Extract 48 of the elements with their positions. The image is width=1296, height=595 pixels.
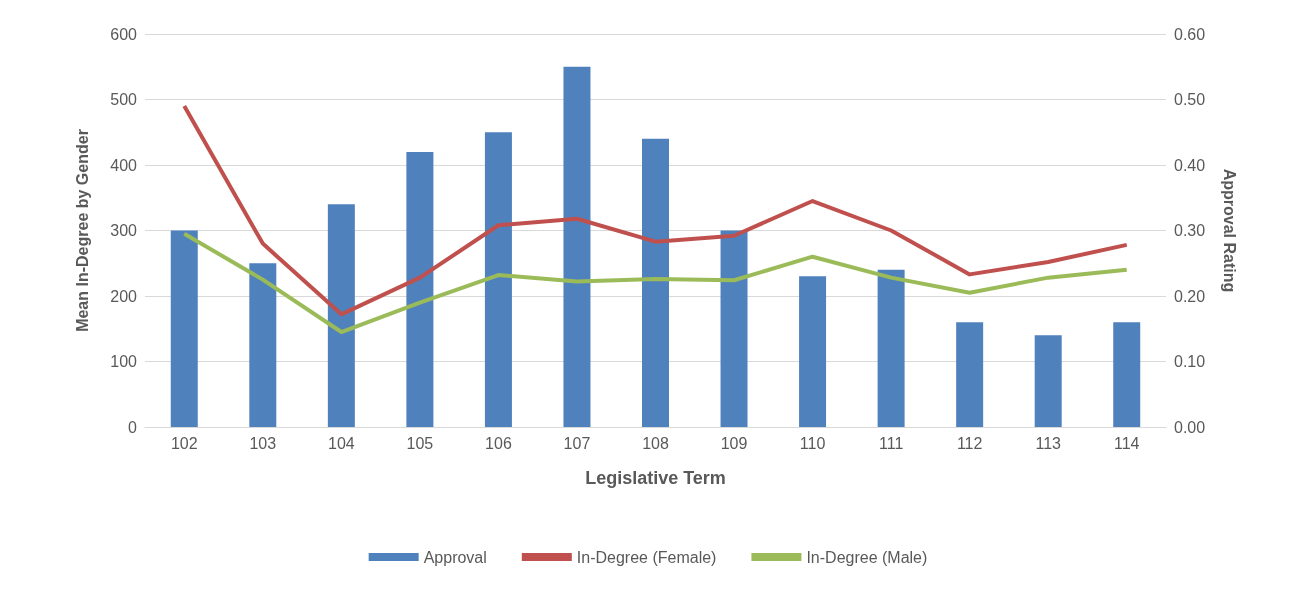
x-tick-label: 107 bbox=[563, 434, 591, 452]
y2-tick-label: 0.30 bbox=[1174, 222, 1206, 239]
line-series bbox=[182, 104, 1129, 317]
x-tick-label: 114 bbox=[1113, 434, 1140, 452]
y2-tick-label: 0.20 bbox=[1174, 287, 1206, 305]
x-tick-label: 109 bbox=[720, 434, 748, 452]
x-axis-title: Legislative Term bbox=[585, 468, 726, 488]
y2-tick-label: 0.00 bbox=[1174, 418, 1206, 436]
y-tick-label: 500 bbox=[110, 91, 138, 108]
y-tick-label: 400 bbox=[110, 156, 138, 174]
bar bbox=[327, 204, 355, 427]
y-tick-label: 0 bbox=[128, 418, 138, 436]
y2-tick-label: 0.40 bbox=[1174, 156, 1206, 174]
x-tick-label: 106 bbox=[485, 434, 512, 452]
y-tick-label: 300 bbox=[110, 222, 138, 239]
y-tick-label: 600 bbox=[110, 25, 138, 43]
legend-label: In-Degree (Male) bbox=[806, 548, 928, 566]
x-tick-label: 110 bbox=[799, 434, 826, 452]
bar bbox=[563, 66, 591, 427]
x-tick-label: 105 bbox=[406, 434, 434, 452]
y-axis-title: Mean In-Degree by Gender bbox=[73, 129, 91, 332]
line-series bbox=[182, 231, 1129, 335]
y2-axis-title: Approval Rating bbox=[1220, 168, 1238, 293]
bar bbox=[956, 322, 984, 427]
y-tick-label: 200 bbox=[110, 287, 138, 305]
bar bbox=[484, 132, 512, 427]
x-tick-label: 113 bbox=[1035, 434, 1062, 452]
bar bbox=[1034, 335, 1062, 427]
bar bbox=[406, 151, 434, 427]
bar bbox=[642, 138, 669, 427]
legend-label: Approval bbox=[423, 548, 487, 566]
x-tick-label: 103 bbox=[249, 434, 277, 452]
bar bbox=[877, 269, 905, 427]
y2-tick-label: 0.10 bbox=[1174, 353, 1206, 370]
y2-tick-label: 0.60 bbox=[1174, 25, 1206, 43]
bar bbox=[170, 230, 198, 427]
bar bbox=[799, 276, 827, 427]
legend-label: In-Degree (Female) bbox=[576, 548, 717, 566]
x-tick-label: 104 bbox=[327, 434, 355, 452]
y-tick-label: 100 bbox=[110, 353, 138, 370]
x-tick-label: 112 bbox=[956, 434, 983, 452]
bar bbox=[720, 230, 748, 427]
x-tick-label: 111 bbox=[878, 434, 904, 452]
bar bbox=[249, 263, 277, 427]
x-tick-label: 102 bbox=[170, 434, 198, 452]
x-tick-label: 108 bbox=[642, 434, 669, 452]
y2-tick-label: 0.50 bbox=[1174, 91, 1206, 108]
bar bbox=[1113, 322, 1141, 427]
